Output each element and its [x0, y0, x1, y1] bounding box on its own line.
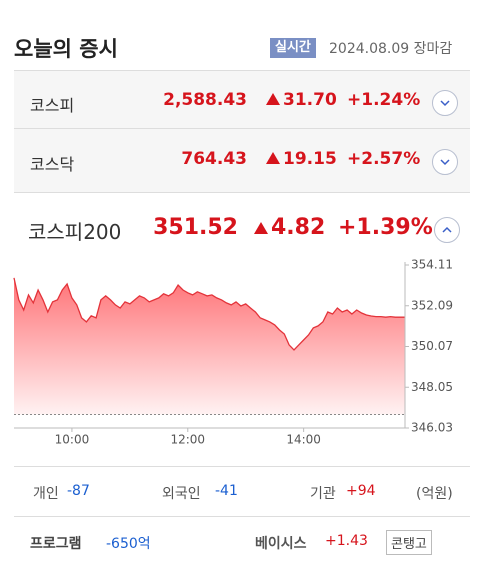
index-row[interactable] — [14, 70, 470, 128]
program-label: 프로그램 — [30, 536, 82, 552]
program-value: -650억 — [106, 536, 151, 552]
index-value: 764.43 — [181, 149, 247, 169]
index-change: 31.70 — [266, 90, 337, 110]
chevron — [440, 159, 450, 166]
index-rate: +2.57% — [347, 149, 421, 169]
index-rate: +1.39% — [338, 215, 433, 240]
index-name: 코스피 — [30, 96, 75, 115]
divider — [14, 466, 470, 467]
date: 2024.08.09 장마감 — [329, 38, 452, 58]
investor-name: 기관 — [310, 486, 336, 502]
x-tick-label: 12:00 — [170, 433, 205, 447]
area — [14, 277, 405, 415]
chevron — [440, 100, 450, 107]
chart: 346.03 348.05 350.07 352.09 354.11 10:00 12:00… — [13, 258, 453, 447]
expand-button[interactable] — [432, 149, 458, 175]
investor-value: -41 — [215, 483, 238, 499]
divider — [14, 516, 470, 517]
investor-name: 개인 — [33, 486, 59, 502]
index-change: 19.15 — [266, 149, 337, 169]
x-tick-label: 14:00 — [286, 433, 321, 447]
basis-label: 베이시스 — [255, 536, 307, 552]
index-value: 2,588.43 — [163, 90, 247, 110]
up-icon — [266, 93, 280, 105]
change-text: 4.82 — [271, 215, 326, 240]
chevron — [442, 226, 452, 233]
up-icon — [266, 152, 280, 164]
x-tick-label: 10:00 — [55, 433, 90, 447]
unit: (억원) — [416, 486, 453, 502]
y-tick-label: 350.07 — [411, 339, 453, 353]
index-row[interactable] — [14, 128, 470, 193]
index-value: 351.52 — [153, 215, 238, 240]
up-icon — [254, 222, 268, 234]
collapse-button[interactable] — [434, 217, 460, 243]
y-tick-label: 352.09 — [411, 298, 453, 312]
y-tick-label: 354.11 — [411, 258, 453, 272]
y-tick-label: 348.05 — [411, 380, 453, 394]
status: 장마감 — [413, 41, 453, 57]
index-name: 코스닥 — [30, 155, 75, 174]
date-text: 2024.08.09 — [329, 41, 410, 57]
investor-value: +94 — [346, 483, 376, 499]
basis-value: +1.43 — [325, 533, 368, 549]
basis-state: 콘탱고 — [386, 530, 432, 555]
title: 오늘의 증시 — [14, 37, 118, 61]
price-line — [13, 277, 405, 351]
investor-name: 외국인 — [162, 486, 201, 502]
change-text: 31.70 — [283, 90, 337, 110]
index-rate: +1.24% — [347, 90, 421, 110]
investor-value: -87 — [67, 483, 90, 499]
expand-button[interactable] — [432, 90, 458, 116]
y-tick-label: 346.03 — [411, 421, 453, 435]
index-name: 코스피200 — [28, 220, 122, 244]
change-text: 19.15 — [283, 149, 337, 169]
index-change: 4.82 — [254, 215, 325, 240]
badge: 실시간 — [270, 38, 316, 58]
